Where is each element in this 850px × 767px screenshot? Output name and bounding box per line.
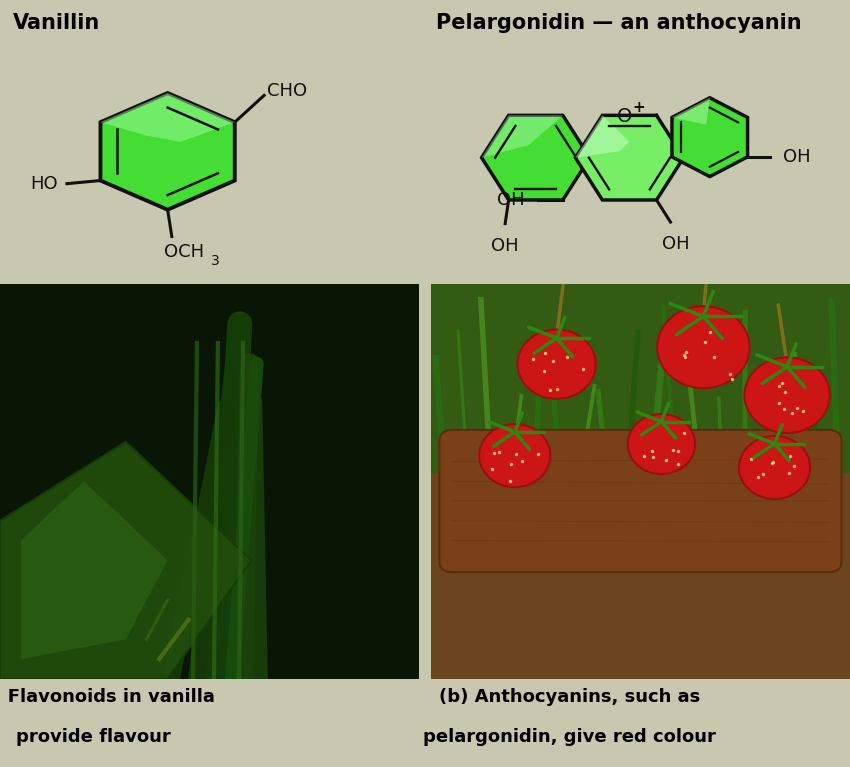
Text: pelargonidin, give red colour: pelargonidin, give red colour (423, 728, 716, 746)
Polygon shape (672, 97, 710, 124)
Text: OH: OH (491, 237, 519, 255)
Text: +: + (632, 100, 645, 115)
FancyBboxPatch shape (0, 272, 432, 690)
Polygon shape (479, 424, 551, 487)
Polygon shape (482, 115, 563, 158)
Polygon shape (739, 436, 810, 499)
Text: OH: OH (662, 235, 689, 253)
FancyBboxPatch shape (439, 430, 842, 572)
FancyBboxPatch shape (418, 272, 850, 473)
Text: OH: OH (783, 148, 810, 166)
Text: Vanillin: Vanillin (13, 12, 99, 33)
Polygon shape (482, 115, 590, 200)
FancyBboxPatch shape (0, 272, 432, 690)
Text: 3: 3 (212, 254, 220, 268)
Text: (a) Flavonoids in vanilla: (a) Flavonoids in vanilla (0, 688, 214, 706)
Text: OH: OH (496, 191, 524, 209)
Polygon shape (745, 357, 830, 433)
Polygon shape (0, 442, 252, 679)
Polygon shape (518, 330, 596, 399)
Polygon shape (575, 115, 630, 158)
Text: CHO: CHO (267, 81, 307, 100)
Polygon shape (627, 414, 695, 474)
Polygon shape (21, 482, 167, 659)
Text: provide flavour: provide flavour (16, 728, 171, 746)
Text: HO: HO (30, 175, 58, 193)
Polygon shape (100, 93, 235, 209)
Polygon shape (657, 306, 750, 388)
Text: (b) Anthocyanins, such as: (b) Anthocyanins, such as (439, 688, 700, 706)
Text: O: O (616, 107, 632, 126)
Text: Pelargonidin — an anthocyanin: Pelargonidin — an anthocyanin (436, 12, 802, 33)
Text: OCH: OCH (164, 243, 205, 262)
FancyBboxPatch shape (418, 272, 850, 690)
Polygon shape (672, 97, 748, 176)
Polygon shape (575, 115, 683, 200)
Polygon shape (100, 93, 235, 142)
